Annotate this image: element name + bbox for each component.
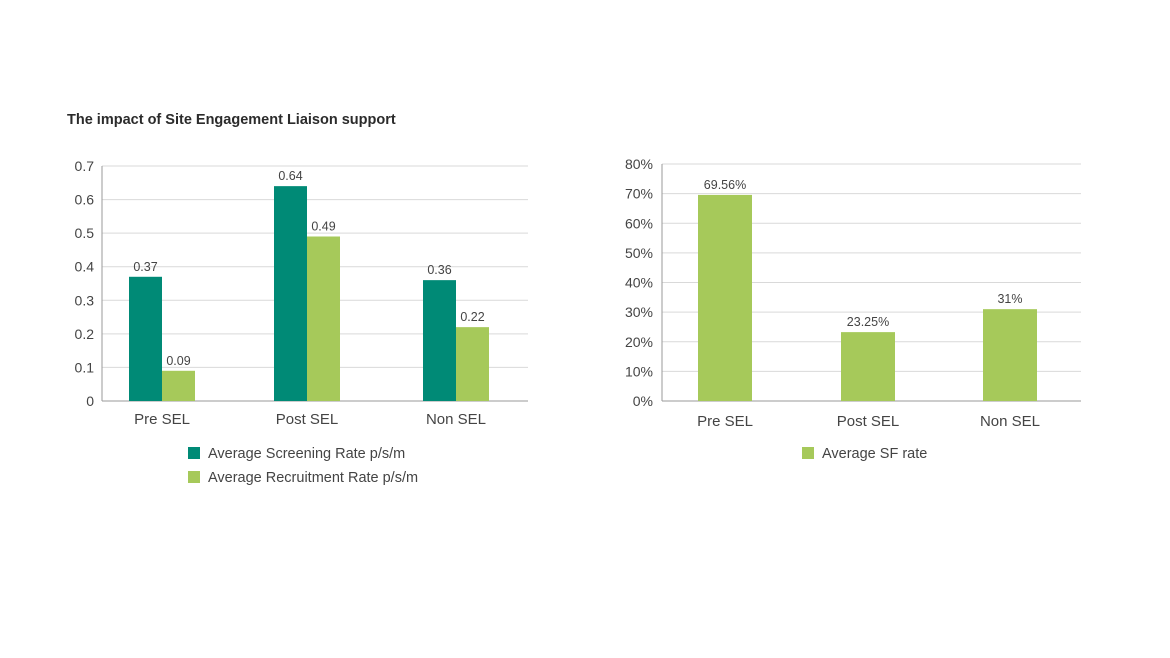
bar	[307, 236, 340, 401]
data-label: 0.09	[166, 354, 190, 368]
y-tick-label: 30%	[625, 304, 653, 320]
y-tick-label: 0.1	[75, 359, 95, 375]
legend-label: Average SF rate	[822, 446, 927, 462]
legend-label: Average Screening Rate p/s/m	[208, 446, 405, 462]
data-label: 0.36	[427, 263, 451, 277]
legend-swatch	[188, 447, 200, 459]
y-tick-label: 0.7	[75, 158, 95, 174]
y-tick-label: 40%	[625, 275, 653, 291]
data-label: 23.25%	[847, 315, 889, 329]
x-tick-label: Pre SEL	[134, 411, 190, 428]
legend-swatch	[802, 447, 814, 459]
y-tick-label: 0.6	[75, 192, 95, 208]
bar	[162, 370, 195, 401]
bar	[129, 276, 162, 401]
data-label: 69.56%	[704, 178, 746, 192]
y-tick-label: 80%	[625, 156, 653, 172]
y-tick-label: 20%	[625, 334, 653, 350]
y-tick-label: 50%	[625, 245, 653, 261]
x-tick-label: Pre SEL	[697, 413, 753, 430]
data-label: 0.49	[311, 220, 335, 234]
y-tick-label: 0.3	[75, 292, 95, 308]
y-tick-label: 70%	[625, 186, 653, 202]
x-tick-label: Post SEL	[837, 413, 900, 430]
bar	[841, 332, 895, 401]
bar	[423, 280, 456, 401]
y-tick-label: 60%	[625, 215, 653, 231]
bar	[274, 186, 307, 401]
x-tick-label: Non SEL	[426, 411, 486, 428]
bar	[983, 309, 1037, 401]
y-tick-label: 0.4	[75, 259, 95, 275]
x-tick-label: Non SEL	[980, 413, 1040, 430]
bar	[698, 194, 752, 401]
legend-swatch	[188, 471, 200, 483]
y-tick-label: 10%	[625, 363, 653, 379]
y-tick-label: 0%	[633, 393, 653, 409]
y-tick-label: 0.5	[75, 225, 95, 241]
data-label: 0.37	[133, 260, 157, 274]
chart-title: The impact of Site Engagement Liaison su…	[67, 112, 396, 128]
data-label: 0.64	[278, 169, 302, 183]
data-label: 0.22	[460, 310, 484, 324]
x-tick-label: Post SEL	[276, 411, 339, 428]
y-tick-label: 0.2	[75, 326, 95, 342]
bar	[456, 327, 489, 401]
y-tick-label: 0	[86, 393, 94, 409]
data-label: 31%	[997, 292, 1022, 306]
legend-label: Average Recruitment Rate p/s/m	[208, 470, 418, 486]
